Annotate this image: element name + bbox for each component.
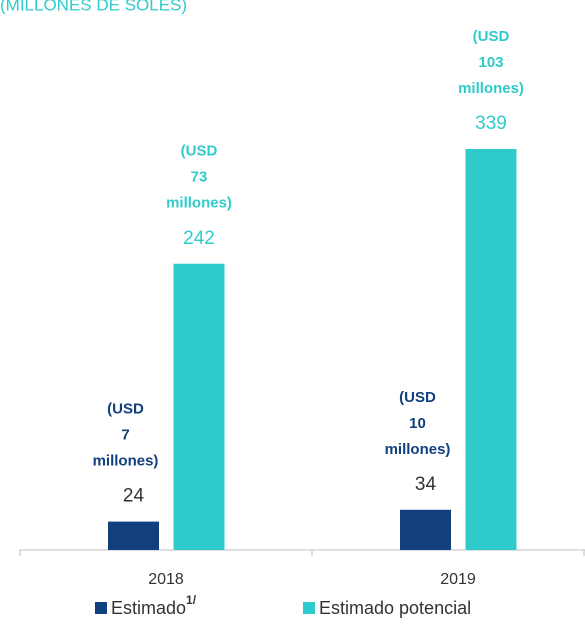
bar bbox=[400, 509, 451, 550]
annotation: millones) bbox=[458, 80, 524, 97]
annotation: millones) bbox=[93, 453, 159, 470]
legend-name: Estimado potencial bbox=[319, 598, 471, 618]
data-label: 242 bbox=[183, 228, 215, 249]
data-label: 339 bbox=[475, 113, 507, 134]
legend-name: Estimado bbox=[111, 598, 186, 618]
legend-label: Estimado potencial bbox=[319, 598, 471, 618]
annotation: 10 bbox=[409, 415, 426, 432]
annotation: 7 bbox=[121, 427, 129, 444]
legend-label: Estimado1/ bbox=[111, 593, 197, 618]
legend-swatch bbox=[95, 602, 107, 614]
annotation: 103 bbox=[478, 54, 503, 71]
legend-swatch bbox=[303, 602, 315, 614]
data-label: 24 bbox=[123, 486, 145, 507]
bar bbox=[108, 521, 159, 550]
x-tick-label: 2019 bbox=[440, 571, 476, 588]
annotation: (USD bbox=[107, 401, 144, 418]
annotation: millones) bbox=[385, 441, 451, 458]
chart-title: (MILLONES DE SOLES) bbox=[0, 0, 187, 14]
bar bbox=[173, 263, 225, 550]
legend-superscript: 1/ bbox=[186, 593, 197, 607]
annotation: (USD bbox=[473, 28, 510, 45]
annotation: millones) bbox=[166, 195, 232, 212]
data-label: 34 bbox=[415, 474, 437, 495]
annotation: 73 bbox=[191, 169, 208, 186]
x-tick-label: 2018 bbox=[148, 571, 184, 588]
annotation: (USD bbox=[399, 389, 436, 406]
bar bbox=[465, 149, 517, 550]
annotation: (USD bbox=[181, 143, 218, 160]
